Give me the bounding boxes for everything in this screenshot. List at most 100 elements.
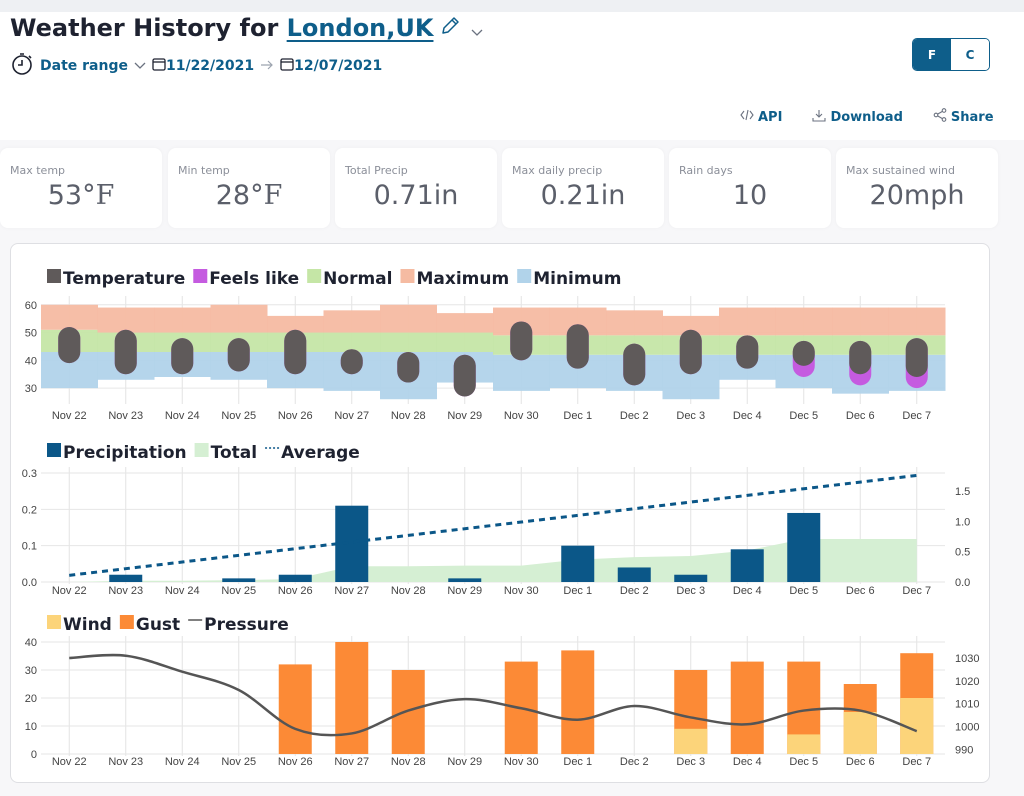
gust-bar: [561, 650, 595, 754]
temperature-bar: [849, 340, 872, 375]
band-maximum: [323, 310, 381, 333]
gust-bar: [278, 664, 312, 754]
x-tick-label: Nov 24: [165, 756, 200, 768]
x-tick-label: Dec 4: [733, 410, 762, 422]
temperature-bar: [736, 335, 759, 369]
y-tick-label: 0.3: [22, 468, 37, 480]
legend-swatch: [400, 269, 415, 283]
x-tick-label: Dec 2: [620, 756, 649, 768]
temperature-bar: [340, 349, 363, 375]
temperature-chart: Temperature Feels like Normal Maximum Minimu…: [25, 269, 946, 422]
y-tick-label: 0.2: [22, 504, 37, 516]
band-normal: [380, 332, 437, 352]
calendar-icon: [152, 57, 166, 75]
precipitation-bar: [787, 512, 821, 582]
x-tick-label: Dec 3: [676, 410, 705, 422]
share-button[interactable]: Share: [933, 108, 994, 126]
y-tick-label: 40: [25, 355, 37, 367]
y2-tick-label: 0.0: [955, 577, 970, 589]
arrow-right-icon: [260, 58, 274, 74]
page-header: Weather History for London,UK Date range…: [0, 12, 1024, 140]
band-maximum: [719, 307, 776, 336]
legend-label: Normal: [323, 269, 392, 289]
stat-label: Max sustained wind: [846, 164, 956, 177]
temperature-bar: [905, 338, 928, 377]
x-tick-label: Nov 22: [52, 585, 87, 597]
stat-value: 20mph: [869, 180, 965, 211]
stats-row: Max temp 53°F Min temp 28°F Total Precip…: [0, 148, 1024, 230]
y2-tick-label: 0.5: [955, 547, 970, 559]
x-tick-label: Nov 29: [447, 410, 482, 422]
band-maximum: [267, 315, 324, 333]
band-normal: [323, 332, 381, 352]
x-tick-label: Dec 6: [846, 410, 875, 422]
legend-swatch: [119, 615, 134, 629]
band-minimum: [493, 354, 550, 391]
x-tick-label: Nov 26: [278, 756, 313, 768]
wind-bar: [787, 734, 821, 754]
pressure-line: [69, 653, 918, 737]
calendar-icon: [280, 57, 294, 75]
x-tick-label: Dec 2: [620, 410, 649, 422]
api-button[interactable]: API: [740, 108, 782, 126]
start-date-input[interactable]: 11/22/2021: [165, 58, 255, 74]
gust-bar: [391, 670, 425, 754]
location-link[interactable]: London,UK: [286, 14, 434, 42]
x-tick-label: Nov 23: [108, 756, 143, 768]
stat-value: 0.21in: [540, 180, 626, 211]
stat-label: Min temp: [178, 164, 230, 177]
legend-label: Gust: [136, 615, 180, 635]
x-tick-label: Dec 7: [902, 756, 931, 768]
gust-bar: [335, 642, 369, 754]
band-maximum: [662, 315, 720, 336]
temperature-bar: [58, 327, 81, 364]
band-maximum: [154, 307, 211, 333]
y2-tick-label: 1010: [955, 699, 979, 711]
y-tick-label: 60: [25, 300, 37, 312]
x-tick-label: Nov 25: [221, 585, 256, 597]
legend-label: Pressure: [204, 615, 289, 635]
x-tick-label: Dec 7: [902, 585, 931, 597]
y2-tick-label: 1.5: [955, 486, 970, 498]
x-tick-label: Nov 29: [447, 585, 482, 597]
legend-swatch: [47, 615, 61, 629]
legend-label: Wind: [63, 615, 112, 635]
x-tick-label: Nov 28: [391, 585, 426, 597]
x-tick-label: Nov 23: [108, 410, 143, 422]
precipitation-bar: [448, 578, 482, 582]
share-label: Share: [950, 109, 994, 125]
date-range-dropdown[interactable]: Date range: [40, 58, 128, 74]
x-tick-label: Dec 7: [902, 410, 931, 422]
download-label: Download: [830, 109, 903, 125]
precipitation-bar: [278, 574, 312, 582]
title-prefix: Weather History for: [10, 14, 279, 42]
y-tick-label: 30: [25, 383, 37, 395]
chevron-down-icon[interactable]: [134, 58, 146, 74]
wind-bar: [674, 728, 708, 754]
chevron-down-icon[interactable]: [471, 15, 483, 43]
precipitation-bar: [222, 578, 256, 582]
unit-f-button[interactable]: F: [913, 39, 951, 70]
unit-c-button[interactable]: C: [951, 39, 989, 70]
action-bar: API Download Share: [740, 108, 994, 126]
wind-bar: [843, 712, 877, 754]
temperature-bar: [792, 340, 815, 366]
charts-svg: Temperature Feels like Normal Maximum Minimu…: [22, 269, 979, 768]
legend-label: Precipitation: [63, 443, 187, 463]
x-tick-label: Nov 27: [334, 756, 369, 768]
band-maximum: [775, 307, 833, 336]
legend-label: Minimum: [533, 269, 621, 289]
y-tick-label: 0.0: [22, 577, 37, 589]
x-tick-label: Nov 22: [52, 756, 87, 768]
api-label: API: [758, 109, 783, 125]
x-tick-label: Dec 1: [563, 756, 592, 768]
end-date-input[interactable]: 12/07/2021: [294, 58, 383, 74]
temperature-bar: [510, 321, 533, 361]
x-tick-label: Nov 27: [334, 585, 369, 597]
band-maximum: [41, 304, 98, 330]
pencil-icon[interactable]: [439, 15, 461, 43]
temperature-bar: [566, 324, 589, 369]
x-tick-label: Dec 2: [620, 585, 649, 597]
band-maximum: [888, 307, 946, 336]
download-button[interactable]: Download: [812, 108, 903, 126]
